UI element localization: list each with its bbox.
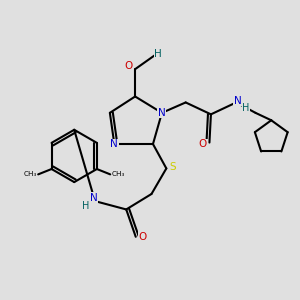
Text: H: H (82, 202, 89, 212)
Text: N: N (234, 96, 242, 106)
Text: H: H (242, 103, 249, 113)
Text: N: N (158, 108, 166, 118)
Text: S: S (169, 162, 175, 172)
Text: O: O (199, 139, 207, 149)
Text: N: N (110, 139, 118, 149)
Text: N: N (90, 193, 98, 202)
Text: H: H (154, 49, 162, 59)
Text: CH₃: CH₃ (23, 171, 37, 177)
Text: CH₃: CH₃ (112, 171, 125, 177)
Text: O: O (138, 232, 146, 242)
Text: O: O (124, 61, 133, 71)
